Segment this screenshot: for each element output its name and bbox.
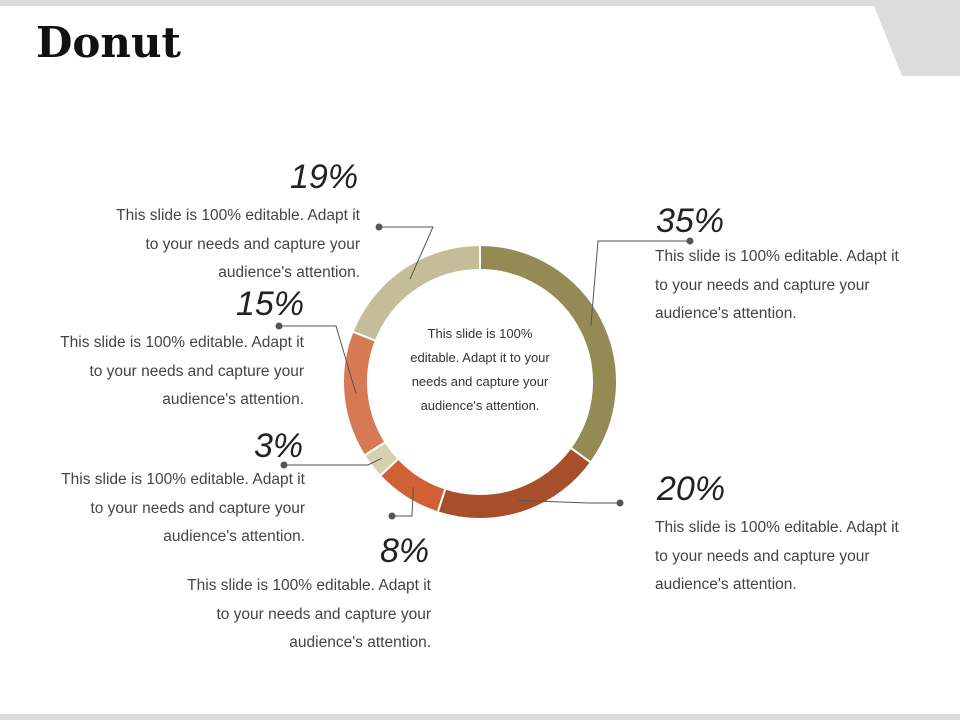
slice-percent-label-35: 35% <box>656 202 724 240</box>
leader-line-19 <box>379 226 434 280</box>
slide-title: Donut <box>36 18 181 67</box>
bottom-bar <box>0 714 960 720</box>
slice-percent-label-15: 15% <box>236 285 304 323</box>
donut-slice-19 <box>351 243 481 343</box>
leader-line-15 <box>279 325 357 394</box>
donut-center-text: This slide is 100% editable. Adapt it to… <box>410 326 550 413</box>
slice-description-3: This slide is 100% editable. Adapt it to… <box>61 471 305 545</box>
leader-line-35 <box>590 240 690 326</box>
leader-line-3 <box>284 457 382 466</box>
leader-line-8 <box>392 487 414 517</box>
top-bar <box>0 0 960 6</box>
slice-description-35: This slide is 100% editable. Adapt it to… <box>655 248 899 322</box>
donut-slice-20 <box>436 446 593 520</box>
leader-dot-15 <box>275 322 283 330</box>
slice-percent-label-19: 19% <box>290 158 358 196</box>
slice-percent-label-8: 8% <box>380 532 429 570</box>
donut-slice-15 <box>342 330 387 457</box>
slice-percent-label-3: 3% <box>254 427 303 465</box>
slice-description-19: This slide is 100% editable. Adapt it to… <box>116 207 360 281</box>
leader-dot-3 <box>280 461 288 469</box>
leader-dot-35 <box>686 237 694 245</box>
slice-description-8: This slide is 100% editable. Adapt it to… <box>187 577 431 651</box>
leader-line-20 <box>518 499 620 504</box>
leader-dot-19 <box>375 223 383 231</box>
leader-dot-8 <box>388 512 396 520</box>
leader-dot-20 <box>616 499 624 507</box>
slice-description-20: This slide is 100% editable. Adapt it to… <box>655 519 899 593</box>
slice-description-15: This slide is 100% editable. Adapt it to… <box>60 334 304 408</box>
slice-percent-label-20: 20% <box>656 470 725 508</box>
